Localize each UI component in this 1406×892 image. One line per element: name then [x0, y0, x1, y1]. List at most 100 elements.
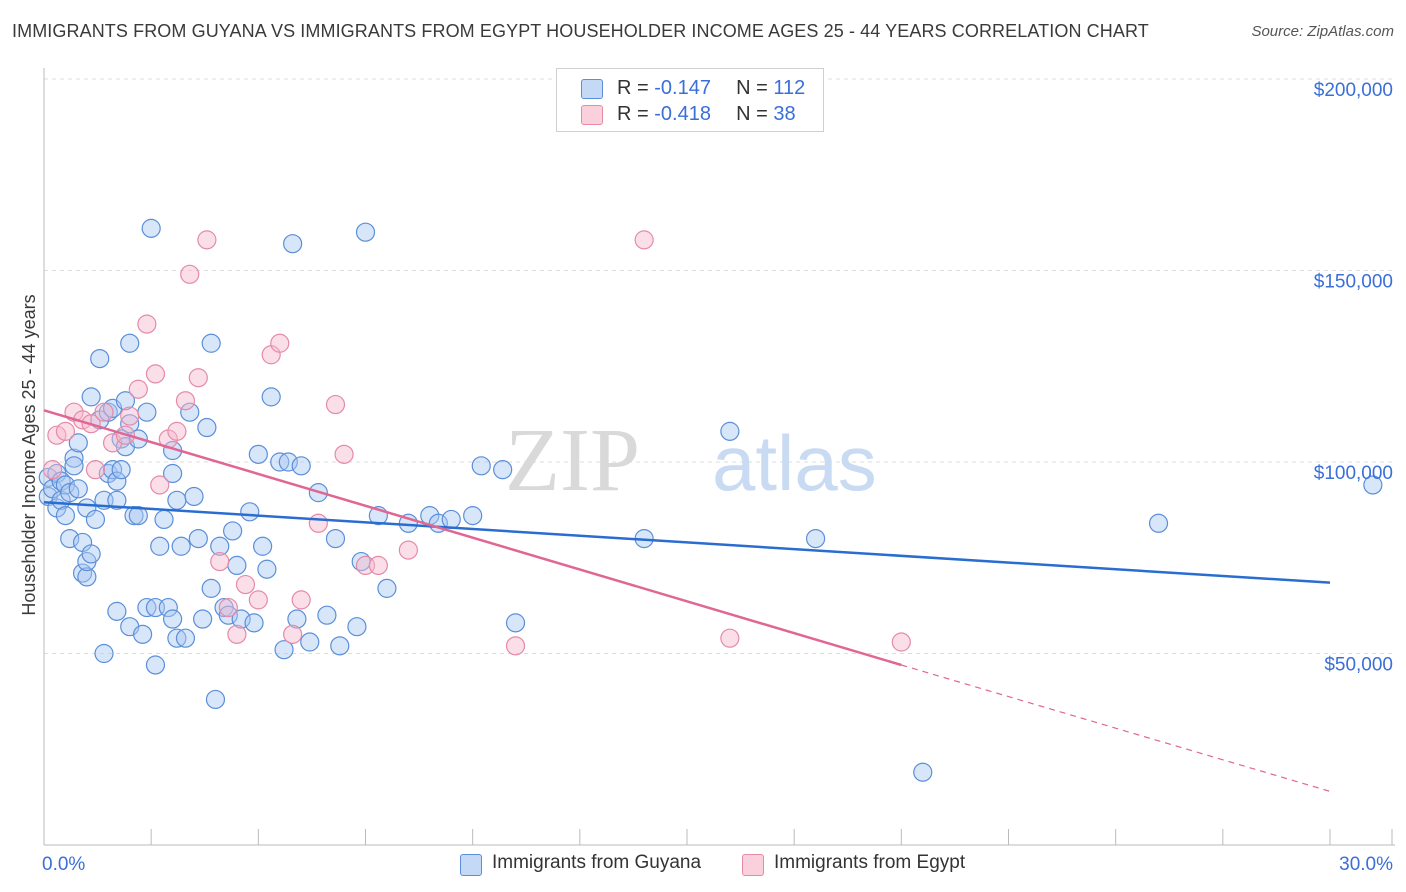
point-guyana — [441, 509, 461, 530]
point-guyana — [227, 555, 247, 576]
point-egypt — [137, 314, 157, 334]
point-guyana — [257, 559, 277, 579]
point-egypt — [634, 230, 654, 250]
point-guyana — [720, 421, 740, 441]
watermark: ZIP atlas — [505, 411, 877, 510]
point-guyana — [1363, 475, 1383, 495]
watermark-zip: ZIP — [505, 411, 640, 510]
point-egypt — [308, 513, 328, 533]
point-guyana — [240, 502, 260, 522]
point-guyana — [107, 601, 127, 621]
point-guyana — [120, 414, 140, 434]
point-guyana — [158, 597, 178, 618]
point-guyana — [145, 655, 166, 675]
y-tick-label: $150,000 — [1314, 272, 1393, 293]
point-guyana — [154, 509, 174, 530]
gridlines — [44, 78, 1395, 654]
point-guyana — [231, 609, 251, 629]
point-guyana — [261, 387, 281, 407]
point-guyana — [291, 456, 311, 476]
point-guyana — [150, 536, 170, 556]
point-guyana — [94, 643, 114, 664]
point-egypt — [42, 460, 63, 480]
point-guyana — [167, 490, 187, 510]
point-guyana — [111, 460, 131, 480]
y-tick-label: $200,000 — [1314, 80, 1393, 101]
point-guyana — [115, 391, 136, 411]
point-egypt — [334, 444, 354, 464]
point-egypt — [248, 590, 268, 610]
point-egypt — [235, 574, 256, 595]
point-guyana — [223, 521, 243, 541]
point-guyana — [77, 567, 97, 587]
point-egypt — [891, 632, 911, 652]
point-egypt — [128, 379, 148, 399]
point-egypt — [283, 624, 303, 644]
point-guyana — [325, 528, 346, 549]
point-guyana — [171, 536, 191, 556]
point-guyana — [283, 234, 303, 254]
y-tick-label: $50,000 — [1324, 655, 1393, 676]
point-guyana — [68, 433, 88, 453]
point-guyana — [274, 640, 294, 660]
bottom-legend-label-guyana: Immigrants from Guyana — [492, 852, 702, 873]
trend-line-guyana — [43, 500, 1331, 584]
point-guyana — [163, 463, 183, 484]
axes — [43, 68, 1395, 846]
y-axis-label: Householder Income Ages 25 - 44 years — [19, 294, 39, 615]
point-guyana — [253, 536, 273, 556]
point-guyana — [377, 578, 397, 598]
point-egypt — [210, 551, 230, 572]
bottom-legend-label-egypt: Immigrants from Egypt — [774, 852, 966, 873]
point-guyana — [355, 222, 376, 242]
point-guyana — [300, 632, 320, 652]
point-guyana — [197, 417, 217, 438]
point-guyana — [137, 402, 157, 422]
legend-swatch-guyana — [581, 79, 603, 99]
point-egypt — [167, 421, 187, 441]
legend-r-value-guyana: -0.147 — [654, 77, 711, 99]
point-egypt — [270, 333, 290, 353]
point-guyana — [55, 506, 76, 526]
point-guyana — [218, 605, 238, 625]
point-guyana — [81, 544, 101, 564]
point-guyana — [248, 444, 268, 464]
point-egypt — [85, 460, 106, 480]
point-egypt — [197, 230, 217, 250]
point-guyana — [201, 333, 221, 353]
watermark-atlas: atlas — [712, 419, 877, 507]
x-tick-label-min: 0.0% — [42, 854, 85, 875]
legend-r-label: R = — [617, 77, 655, 99]
point-egypt — [720, 628, 740, 648]
point-guyana — [210, 536, 230, 556]
point-egypt — [180, 264, 200, 284]
legend-n-label: N = — [736, 103, 774, 125]
point-guyana — [471, 456, 491, 476]
point-guyana — [141, 218, 161, 238]
point-guyana — [913, 762, 933, 782]
point-egypt — [291, 590, 311, 610]
point-egypt — [55, 421, 76, 441]
point-guyana — [201, 578, 221, 598]
point-guyana — [278, 452, 298, 472]
legend-n-value-guyana: 112 — [773, 77, 806, 99]
trend-line-egypt-extrapolated — [901, 664, 1331, 792]
y-tick-label: $100,000 — [1314, 463, 1393, 484]
point-egypt — [227, 624, 247, 644]
point-egypt — [218, 597, 238, 618]
point-guyana — [175, 628, 196, 648]
bottom-legend-swatch-egypt — [742, 854, 764, 876]
trend-line-egypt — [43, 409, 902, 667]
bottom-legend-swatch-guyana — [460, 854, 482, 876]
legend-swatch-egypt — [581, 105, 603, 125]
point-guyana — [64, 448, 84, 468]
data-points — [38, 218, 1383, 782]
point-guyana — [188, 528, 208, 549]
point-guyana — [90, 348, 110, 369]
legend-n-label: N = — [736, 77, 774, 99]
point-guyana — [120, 333, 140, 353]
point-egypt — [145, 364, 166, 384]
point-guyana — [85, 509, 106, 530]
point-egypt — [120, 406, 140, 426]
